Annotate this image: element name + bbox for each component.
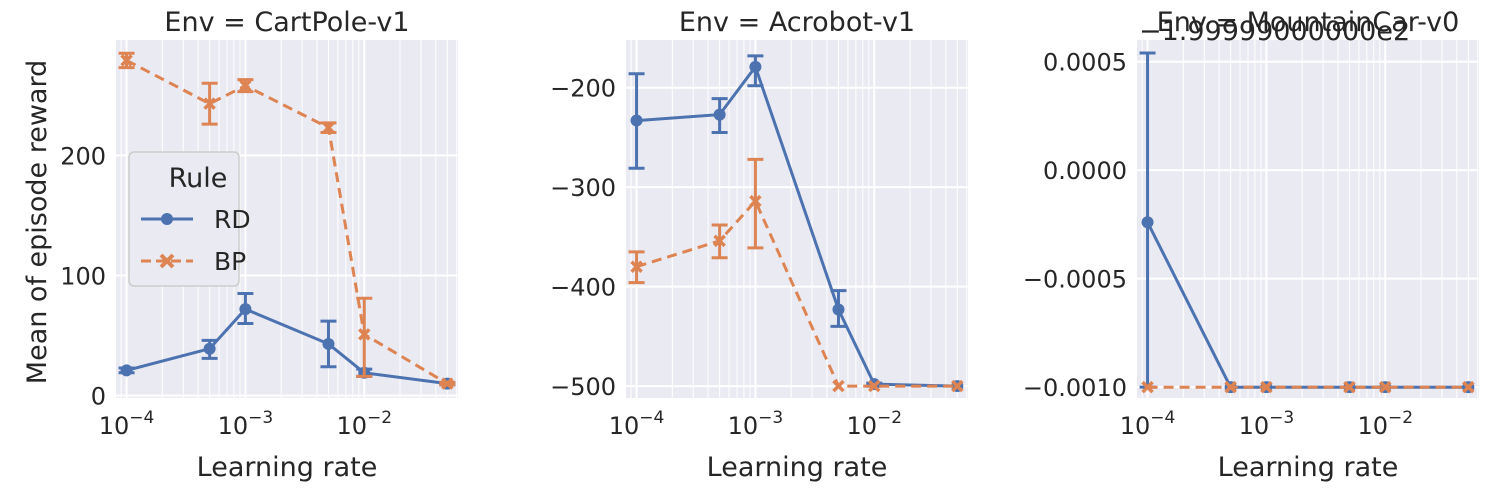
point-rd	[239, 303, 252, 316]
legend-title: Rule	[169, 163, 228, 194]
legend-marker-bp	[159, 253, 175, 269]
x-tick-label: 10−2	[336, 408, 392, 440]
legend-entry-rd: RD	[141, 205, 251, 234]
point-bp	[358, 328, 371, 341]
y-tick-label: −0.0005	[1023, 266, 1127, 294]
legend: Rule RD BP	[128, 151, 251, 287]
y-tick-label: 0.0005	[1043, 49, 1127, 77]
point-rd	[322, 337, 335, 350]
point-bp	[630, 260, 643, 273]
y-tick-label: −0.0010	[1023, 374, 1127, 402]
point-bp	[1141, 380, 1154, 394]
legend-entry-bp: BP	[141, 247, 246, 276]
x-tick-label: 10−4	[1120, 408, 1176, 440]
x-tick-label: 10−3	[1239, 408, 1295, 440]
legend-label-rd: RD	[214, 205, 251, 234]
x-axis-label: Learning rate	[707, 452, 888, 483]
panel-title: Env = Acrobot-v1	[679, 7, 915, 38]
y-tick-label: 100	[60, 262, 106, 290]
point-rd	[203, 342, 216, 355]
point-bp	[1260, 380, 1273, 394]
point-rd	[749, 60, 762, 73]
point-bp	[239, 79, 252, 92]
series-line-bp	[636, 198, 958, 388]
y-tick-label: 200	[60, 142, 106, 170]
x-axis-label: Learning rate	[1218, 452, 1399, 483]
panel-3: 10−4 10−3 10−2 −0.0010 −0.0005 0.0000 0.0005 En…	[1023, 7, 1479, 483]
point-rd	[630, 114, 643, 127]
panel-title: Env = CartPole-v1	[164, 7, 409, 38]
point-bp	[951, 379, 964, 393]
point-bp	[713, 234, 726, 248]
point-bp	[441, 377, 454, 390]
x-tick-label: 10−2	[846, 408, 902, 440]
plot-area	[626, 40, 968, 398]
point-bp	[1379, 380, 1392, 394]
series-line-bp	[125, 59, 449, 385]
plot-area	[1137, 40, 1479, 398]
y-tick-label: 0.0000	[1043, 157, 1127, 185]
x-tick-label: 10−4	[609, 408, 665, 440]
x-tick-label: 10−3	[728, 408, 784, 440]
series-line-rd	[126, 307, 448, 386]
panel-2: 10−4 10−3 10−2 −500 −400 −300 −200 Env = Acrobo…	[550, 7, 968, 483]
y-tick-label: 0	[91, 383, 106, 411]
point-bp	[322, 121, 335, 134]
y-offset-text: −1.99999000000e2	[1139, 16, 1410, 47]
legend-label-bp: BP	[214, 247, 246, 276]
point-rd	[1141, 216, 1154, 229]
point-rd	[120, 364, 133, 377]
panel-title: Env = MountainCar-v0	[1157, 7, 1460, 38]
point-rd	[832, 303, 845, 316]
point-bp	[868, 379, 881, 393]
x-axis-label: Learning rate	[197, 452, 378, 483]
legend-marker-rd	[161, 213, 173, 225]
point-bp	[120, 54, 133, 67]
x-tick-label: 10−4	[99, 408, 155, 440]
point-bp	[1462, 380, 1475, 394]
y-tick-label: −500	[550, 373, 616, 401]
point-bp	[1343, 380, 1356, 394]
y-tick-label: −300	[550, 174, 616, 202]
y-axis-label: Mean of episode reward	[22, 60, 53, 384]
point-bp	[203, 97, 216, 110]
panel-1: 10−4 10−3 10−2 0 100 200 Env = CartPole-v1 Lear…	[60, 7, 458, 483]
point-bp	[1224, 380, 1237, 394]
y-tick-label: −200	[550, 75, 616, 103]
y-tick-label: −400	[550, 274, 616, 302]
series-line-rd	[636, 63, 958, 388]
point-rd	[713, 108, 726, 121]
x-tick-label: 10−2	[1357, 408, 1413, 440]
point-bp	[749, 194, 762, 208]
point-bp	[832, 379, 845, 393]
x-tick-label: 10−3	[218, 408, 274, 440]
